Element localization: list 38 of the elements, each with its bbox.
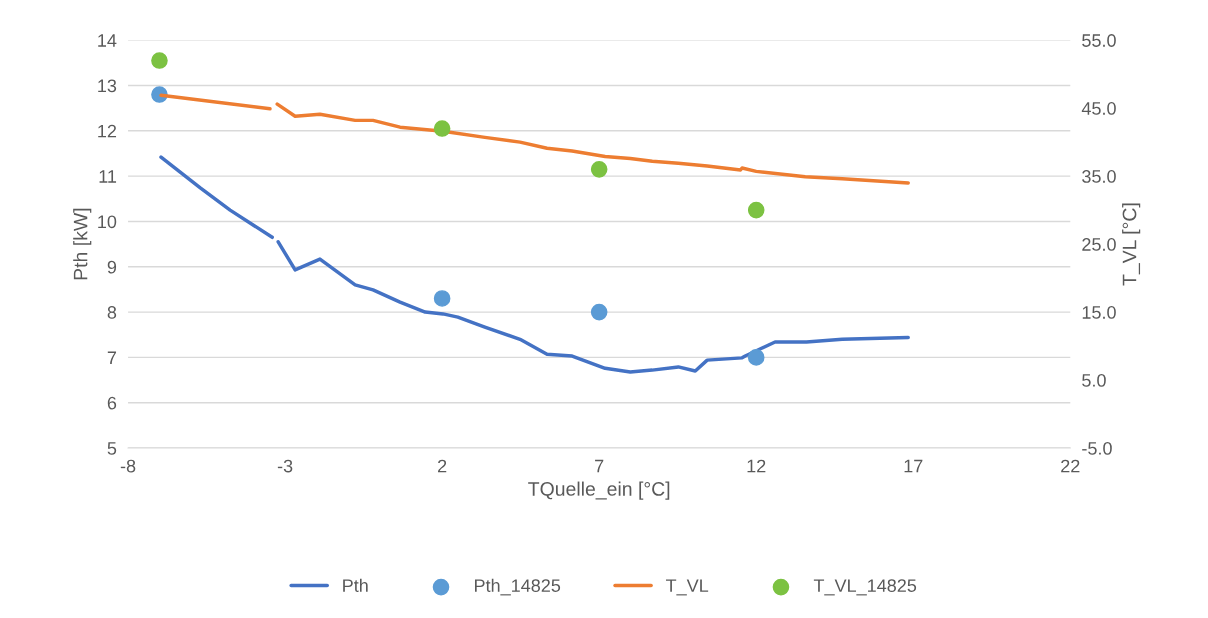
x-tick-label: 12 (747, 459, 766, 473)
y-tick-label: 8 (107, 306, 117, 319)
y2-tick-label: 55.0 (1082, 34, 1116, 47)
x-axis-title: TQuelle_ein [°C] (528, 481, 670, 500)
legend-label: Pth_14825 (475, 578, 561, 596)
point (747, 201, 765, 219)
x-tick-label: 17 (904, 459, 923, 473)
x-tick-label: -3 (277, 459, 293, 473)
legend-label: T_VL (665, 579, 709, 596)
y2-axis-title: T_VL [°C] (1122, 203, 1141, 286)
y2-tick-label: 15.0 (1082, 306, 1116, 319)
y-tick-label: 6 (107, 396, 117, 410)
y-axis-title: Pth [kW] (73, 208, 92, 280)
y2-tick-label: 5.0 (1082, 374, 1106, 387)
x-tick-label: 22 (1061, 459, 1080, 473)
y-tick-label: 12 (98, 124, 117, 138)
y2-tick-label: -5.0 (1082, 441, 1112, 455)
y2-tick-label: 35.0 (1082, 170, 1116, 183)
point (433, 290, 451, 307)
point (151, 52, 168, 69)
y-tick-label: 11 (99, 170, 117, 183)
point (747, 349, 765, 366)
point (590, 303, 608, 321)
legend-label: T_VL_14825 (813, 579, 917, 596)
y-tick-label: 10 (98, 215, 117, 229)
y2-tick-label: 45.0 (1081, 102, 1116, 115)
y-tick-label: 7 (107, 351, 117, 364)
y2-tick-label: 25.0 (1082, 238, 1116, 251)
point (590, 161, 608, 178)
y-tick-label: 13 (98, 79, 117, 93)
x-tick-label: 2 (438, 459, 447, 473)
point (433, 120, 451, 137)
y-tick-label: 5 (107, 442, 117, 455)
x-tick-label: 7 (595, 459, 604, 473)
x-tick-label: -8 (120, 459, 136, 473)
y-tick-label: 14 (98, 34, 117, 47)
y-tick-label: 9 (107, 260, 117, 274)
legend-label: Pth (343, 578, 368, 592)
